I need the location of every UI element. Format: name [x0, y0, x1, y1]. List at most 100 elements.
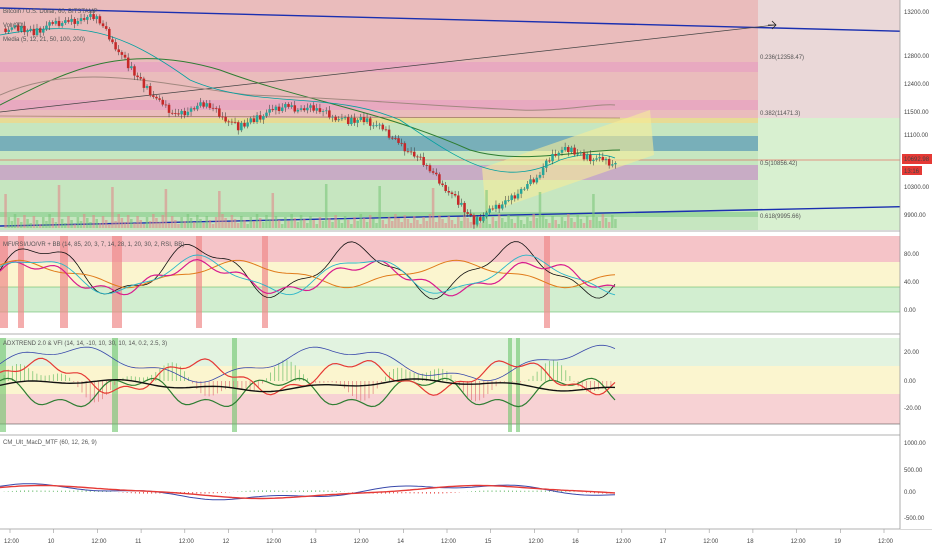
candle [334, 114, 337, 123]
candle [67, 17, 70, 24]
candle [170, 109, 174, 115]
candle [614, 161, 617, 169]
volume-bar [199, 219, 202, 228]
fib-label-0236: 0.236(12358.47) [760, 55, 804, 61]
volume-bar [230, 215, 234, 228]
candle [544, 158, 548, 173]
volume-bar [48, 214, 51, 228]
volume-bar [38, 224, 42, 228]
candle [211, 103, 215, 112]
candle [120, 50, 124, 60]
volume-bar [576, 215, 579, 228]
volume-bar [164, 189, 168, 228]
volume-bar [510, 219, 513, 228]
candle [563, 142, 567, 152]
candle [359, 113, 363, 122]
volume-bar [196, 215, 199, 228]
volume-bar [331, 222, 334, 228]
volume-bar [161, 215, 165, 228]
volume-bar [42, 217, 45, 228]
volume-bar [529, 221, 532, 228]
candle [328, 106, 331, 120]
main-pane[interactable]: 0.236(12358.47) 0.382(11471.3) 0.5(10856… [0, 0, 932, 230]
volume-bar [554, 220, 557, 228]
volume-bar [318, 217, 322, 228]
candle [64, 17, 67, 25]
volume-bar [406, 219, 410, 228]
candle [463, 201, 466, 217]
candle [202, 100, 205, 109]
time-axis[interactable]: 12:00 10 12:00 11 12:00 12 12:00 13 12:00 14 12:00… [4, 529, 894, 545]
x-tick-label: 12:00 [616, 539, 632, 545]
volume-bar [557, 224, 561, 228]
y-tick-label: 40.00 [904, 280, 920, 286]
candle [567, 145, 570, 157]
volume-bar [101, 216, 105, 228]
candle [218, 105, 221, 119]
volume-bar [570, 218, 573, 228]
volume-bar [262, 222, 265, 228]
candle [54, 17, 58, 26]
candle [419, 153, 422, 161]
y-tick-label: 500.00 [904, 468, 923, 474]
volume-bar [246, 224, 249, 228]
candle [177, 109, 180, 117]
volume-bar [425, 221, 429, 228]
candle [57, 16, 61, 28]
countdown-label: 13:16 [904, 169, 920, 175]
candle [526, 180, 529, 191]
volume-bar [497, 214, 501, 228]
x-tick-label: 12:00 [703, 539, 719, 545]
pane-mfi-rsi[interactable]: MFI/RSI/UO/VR + BB (14, 85, 20, 3, 7, 14… [0, 232, 900, 332]
candle [277, 103, 281, 115]
x-tick-label: 14 [397, 539, 404, 545]
candle [227, 119, 231, 127]
candle [148, 82, 152, 98]
candle [548, 157, 551, 164]
candle [403, 141, 407, 156]
volume-bar [133, 223, 136, 228]
volume-bar [478, 223, 482, 228]
volume-bar [544, 219, 548, 228]
candle [7, 26, 10, 34]
volume-bar [192, 222, 196, 228]
candle [48, 20, 51, 31]
volume-bar [148, 221, 152, 228]
candle [306, 103, 309, 114]
candle [478, 214, 482, 223]
volume-bar [444, 223, 447, 228]
volume-bar [108, 224, 111, 228]
volume-bar [441, 219, 444, 228]
y-tick-label: 11100.00 [904, 133, 929, 139]
volume-bar [92, 215, 95, 228]
volume-bar [95, 219, 99, 228]
candle [453, 190, 457, 198]
pane-adx[interactable]: ADXTREND 2.0 & VFI (14, 14, -10, 10, 30,… [0, 335, 900, 433]
candle [368, 116, 372, 131]
volume-bar [221, 214, 224, 228]
volume-bar [400, 222, 403, 228]
candle [117, 45, 121, 56]
volume-bar [397, 218, 400, 228]
candle [136, 72, 139, 81]
volume-bar [126, 215, 130, 228]
candle [38, 26, 42, 37]
volume-bar [306, 223, 309, 228]
candle [425, 163, 429, 170]
volume-bar [611, 215, 614, 228]
volume-bar [249, 217, 253, 228]
pane-macd[interactable]: CM_Ult_MacD_MTF (60, 12, 26, 9) [0, 436, 900, 528]
volume-bar [64, 223, 67, 228]
volume-bar [538, 192, 542, 228]
volume-bar [598, 221, 601, 228]
volume-bar [32, 216, 36, 228]
volume-bar [10, 221, 14, 228]
vfi-line [0, 378, 616, 393]
volume-bar [585, 216, 589, 228]
y-tick-label: 12400.00 [904, 82, 930, 88]
price-scale[interactable]: 13200.00 12800.00 12400.00 11500.00 11100.00… [899, 0, 932, 529]
candle [378, 122, 381, 130]
volume-bar [438, 215, 441, 228]
volume-bar [337, 219, 341, 228]
volume-bar [519, 220, 523, 228]
